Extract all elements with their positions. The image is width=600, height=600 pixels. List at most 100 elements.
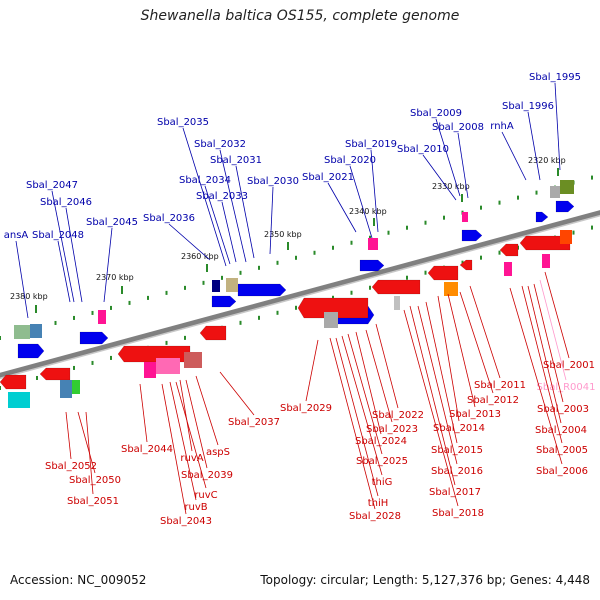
track-dot xyxy=(73,315,75,320)
callout-line xyxy=(417,305,458,465)
gene-label-top: Sbal_2031 xyxy=(210,155,262,166)
track-dot xyxy=(54,320,57,325)
forward-gene xyxy=(535,211,549,223)
gene-label-bottom: Sbal_2003 xyxy=(537,404,589,415)
callout-line xyxy=(103,227,113,303)
track-dot xyxy=(184,285,186,290)
gene-label-bottom: aspS xyxy=(206,447,230,458)
gene-label-top: Sbal_2019 xyxy=(345,139,397,150)
callout-line xyxy=(544,271,570,359)
gene-block xyxy=(560,180,574,194)
track-dot xyxy=(313,250,316,255)
gene-label-bottom: Sbal_2023 xyxy=(366,424,418,435)
gene-block xyxy=(8,392,30,408)
gene-block xyxy=(14,325,30,339)
gene-label-bottom: Sbal_2043 xyxy=(160,516,212,527)
accession-text: Accession: NC_009052 xyxy=(10,573,147,587)
gene-label-top: Sbal_2032 xyxy=(194,139,246,150)
gene-block xyxy=(462,212,468,222)
gene-label-top: Sbal_2033 xyxy=(196,191,248,202)
gene-label-bottom: ruvC xyxy=(194,490,217,501)
track-dot xyxy=(73,365,75,370)
reverse-gene xyxy=(499,243,519,257)
callout-line xyxy=(521,285,563,444)
track-dot xyxy=(591,225,593,230)
callout-line xyxy=(327,182,357,233)
track-dot xyxy=(276,260,279,265)
tick-label: 2340 kbp xyxy=(349,207,387,216)
reverse-gene xyxy=(39,367,71,381)
tick-mark xyxy=(121,286,123,294)
callout-line xyxy=(365,329,393,423)
forward-gene xyxy=(211,295,237,308)
callout-line xyxy=(347,333,383,455)
gene-label-bottom: Sbal_2014 xyxy=(433,423,485,434)
gene-block xyxy=(324,312,338,328)
track-dot xyxy=(332,295,334,300)
gene-label-bottom: Sbal_R0041 xyxy=(537,382,596,393)
callout-line xyxy=(182,127,227,267)
track-dot xyxy=(443,215,445,220)
gene-block xyxy=(156,358,180,374)
track-dot xyxy=(239,270,242,275)
gene-label-top: Sbal_2030 xyxy=(247,176,299,187)
reverse-gene xyxy=(0,374,27,390)
callout-line xyxy=(349,165,373,239)
callout-line xyxy=(175,381,207,489)
gene-label-top: Sbal_2021 xyxy=(302,172,354,183)
gene-label-top: ansA xyxy=(4,230,29,241)
callout-line xyxy=(447,293,476,408)
gene-block xyxy=(504,262,512,276)
forward-gene xyxy=(461,229,483,242)
callout-line xyxy=(179,379,193,452)
callout-line xyxy=(459,291,494,394)
genome-backbone xyxy=(0,210,600,378)
track-dot xyxy=(221,275,223,280)
gene-label-bottom: Sbal_2013 xyxy=(449,409,501,420)
gene-label-bottom: Sbal_2001 xyxy=(543,360,595,371)
callout-line xyxy=(204,185,231,265)
gene-label-bottom: Sbal_2029 xyxy=(280,403,332,414)
gene-label-bottom: Sbal_2051 xyxy=(67,496,119,507)
gene-block xyxy=(560,230,572,244)
gene-label-bottom: Sbal_2006 xyxy=(536,466,588,477)
callout-line xyxy=(77,411,96,474)
track-dot xyxy=(0,336,1,340)
gene-label-bottom: ruvB xyxy=(184,502,207,513)
track-dot xyxy=(461,260,464,265)
track-dot xyxy=(184,335,186,340)
track-dot xyxy=(239,320,242,325)
track-dot xyxy=(147,295,149,300)
gene-label-top: Sbal_2036 xyxy=(143,213,195,224)
gene-label-top: Sbal_2046 xyxy=(40,197,92,208)
track-dot xyxy=(276,310,279,315)
tick-label: 2360 kbp xyxy=(181,252,219,261)
gene-label-bottom: Sbal_2015 xyxy=(431,445,483,456)
gene-block xyxy=(184,352,202,368)
track-dot xyxy=(406,275,408,280)
gene-label-bottom: Sbal_2016 xyxy=(431,466,483,477)
callout-line xyxy=(355,331,382,435)
callout-line xyxy=(168,223,211,261)
gene-block xyxy=(542,254,550,268)
callout-line xyxy=(425,301,458,444)
gene-label-bottom: Sbal_2024 xyxy=(355,436,407,447)
track-dot xyxy=(295,305,297,310)
tick-mark xyxy=(461,194,463,202)
callout-line xyxy=(195,375,219,446)
gene-label-bottom: Sbal_2012 xyxy=(467,395,519,406)
track-dot xyxy=(165,340,168,345)
track-dot xyxy=(498,200,501,205)
reverse-gene xyxy=(427,265,459,281)
track-dot xyxy=(517,195,519,200)
callout-line xyxy=(305,339,319,402)
gene-label-bottom: Sbal_2052 xyxy=(45,461,97,472)
gene-label-top: Sbal_2009 xyxy=(410,108,462,119)
callout-line xyxy=(375,323,399,409)
track-dot xyxy=(295,255,297,260)
track-dot xyxy=(572,230,575,235)
gene-label-top: Sbal_1995 xyxy=(529,72,581,83)
callout-line xyxy=(437,295,460,422)
track-dot xyxy=(202,280,205,285)
feature-layer xyxy=(0,180,575,408)
